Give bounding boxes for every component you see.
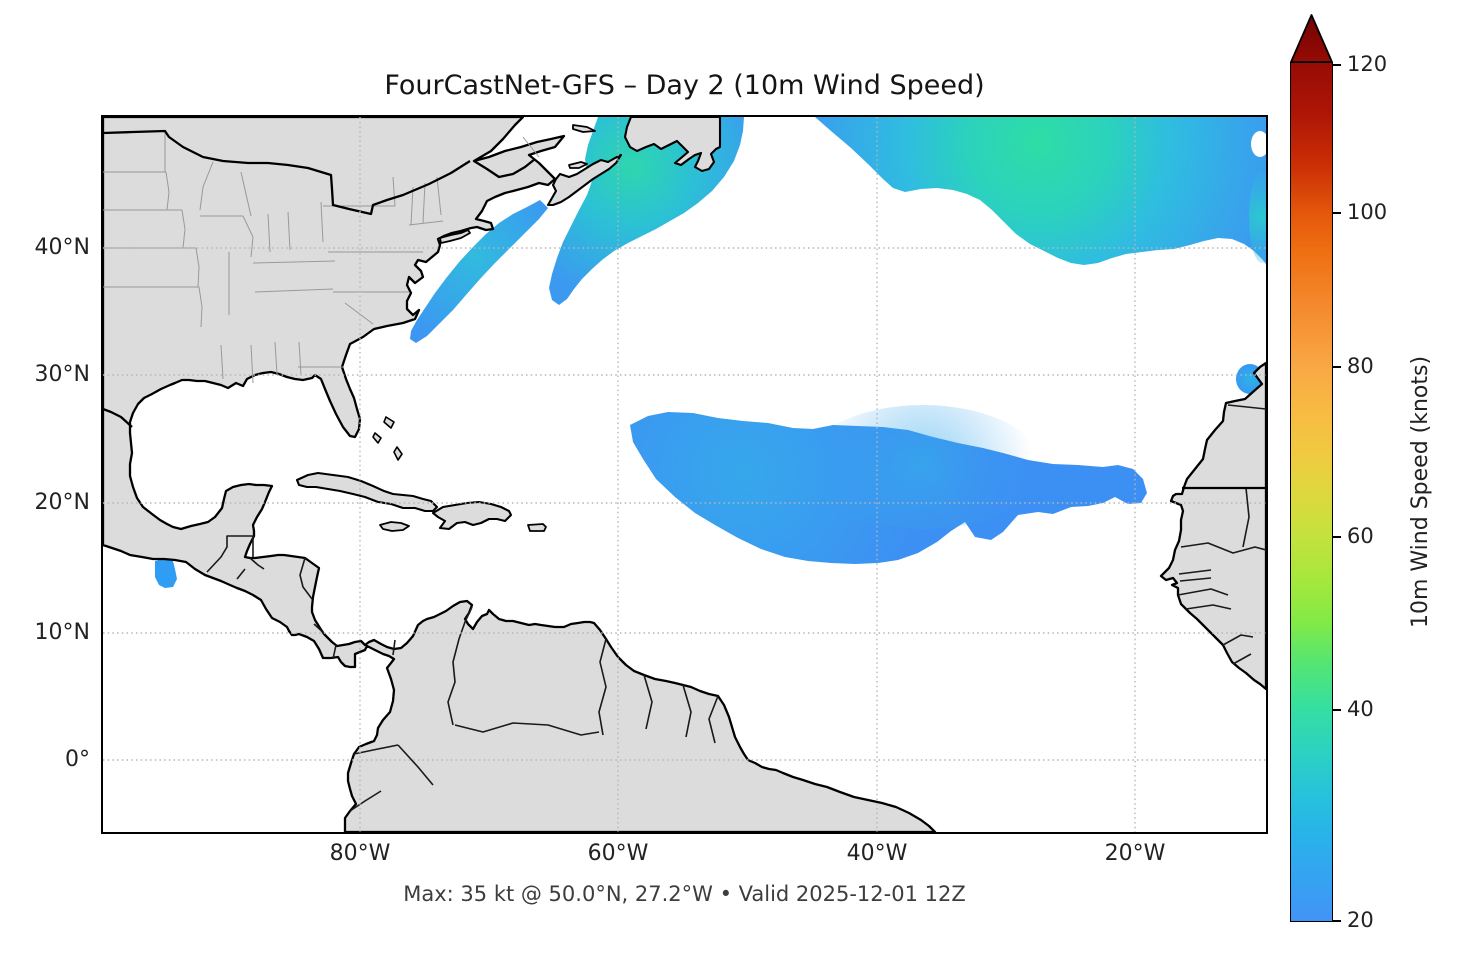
landmass-long-island (439, 229, 471, 244)
landmass-hispaniola (431, 500, 513, 531)
colorbar-ticklabel-100: 100 (1347, 200, 1388, 224)
colorbar-ticklabel-40: 40 (1347, 697, 1374, 721)
landmass-bahamas (372, 416, 403, 461)
landmass-pei (568, 161, 588, 169)
map-svg (103, 117, 1266, 832)
colorbar-extend-arrow (1290, 14, 1333, 63)
wind-patch-northeast-atlantic (815, 117, 1266, 265)
colorbar-gradient-bar (1290, 62, 1333, 922)
ytick-40n: 40°N (34, 235, 90, 260)
landmass-jamaica (379, 521, 410, 532)
wind-patch-a-white-notch (1251, 131, 1266, 157)
ytick-0: 0° (65, 747, 90, 772)
ytick-10n: 10°N (34, 620, 90, 645)
xtick-60w: 60°W (587, 841, 649, 866)
colorbar-ticklabel-120: 120 (1347, 52, 1388, 76)
colorbar-tick-100 (1333, 212, 1341, 214)
colorbar-ticklabel-80: 80 (1347, 354, 1374, 378)
colorbar-ticklabel-60: 60 (1347, 524, 1374, 548)
landmass-americas (103, 117, 937, 832)
landmass-newfoundland (623, 117, 722, 173)
xtick-20w: 20°W (1104, 841, 1166, 866)
xtick-40w: 40°W (846, 841, 908, 866)
wind-patch-trade-winds-light-spot (803, 405, 1043, 529)
colorbar-tick-80 (1333, 366, 1341, 368)
colorbar-tick-120 (1333, 64, 1341, 66)
max-valid-caption: Max: 35 kt @ 50.0°N, 27.2°W • Valid 2025… (403, 882, 966, 906)
landmass-west-africa (1159, 361, 1266, 691)
landmass-cuba (295, 471, 439, 513)
colorbar-tick-60 (1333, 536, 1341, 538)
wind-patch-tehuantepec (155, 558, 177, 588)
landmass-nova-scotia (546, 153, 623, 207)
xtick-80w: 80°W (329, 841, 391, 866)
land-layer (103, 117, 1266, 832)
colorbar-ticklabel-20: 20 (1347, 908, 1374, 932)
colorbar-tick-20 (1333, 920, 1341, 922)
ytick-30n: 30°N (34, 362, 90, 387)
colorbar-axis-label: 10m Wind Speed (knots) (1408, 355, 1433, 629)
colorbar-tick-40 (1333, 709, 1341, 711)
landmass-anticosti (572, 124, 596, 133)
us-canada-border (103, 129, 1266, 490)
gridlines-layer (103, 117, 1266, 832)
figure-title: FourCastNet-GFS – Day 2 (10m Wind Speed) (384, 70, 985, 101)
wind-patch-east-coast (410, 200, 548, 343)
ytick-20n: 20°N (34, 490, 90, 515)
map-plot-area (101, 115, 1268, 834)
country-borders-layer (103, 129, 1266, 812)
state-lines-layer (103, 131, 540, 384)
wind-patch-a-east-streak (1249, 171, 1266, 263)
landmass-puerto-rico (527, 523, 547, 532)
